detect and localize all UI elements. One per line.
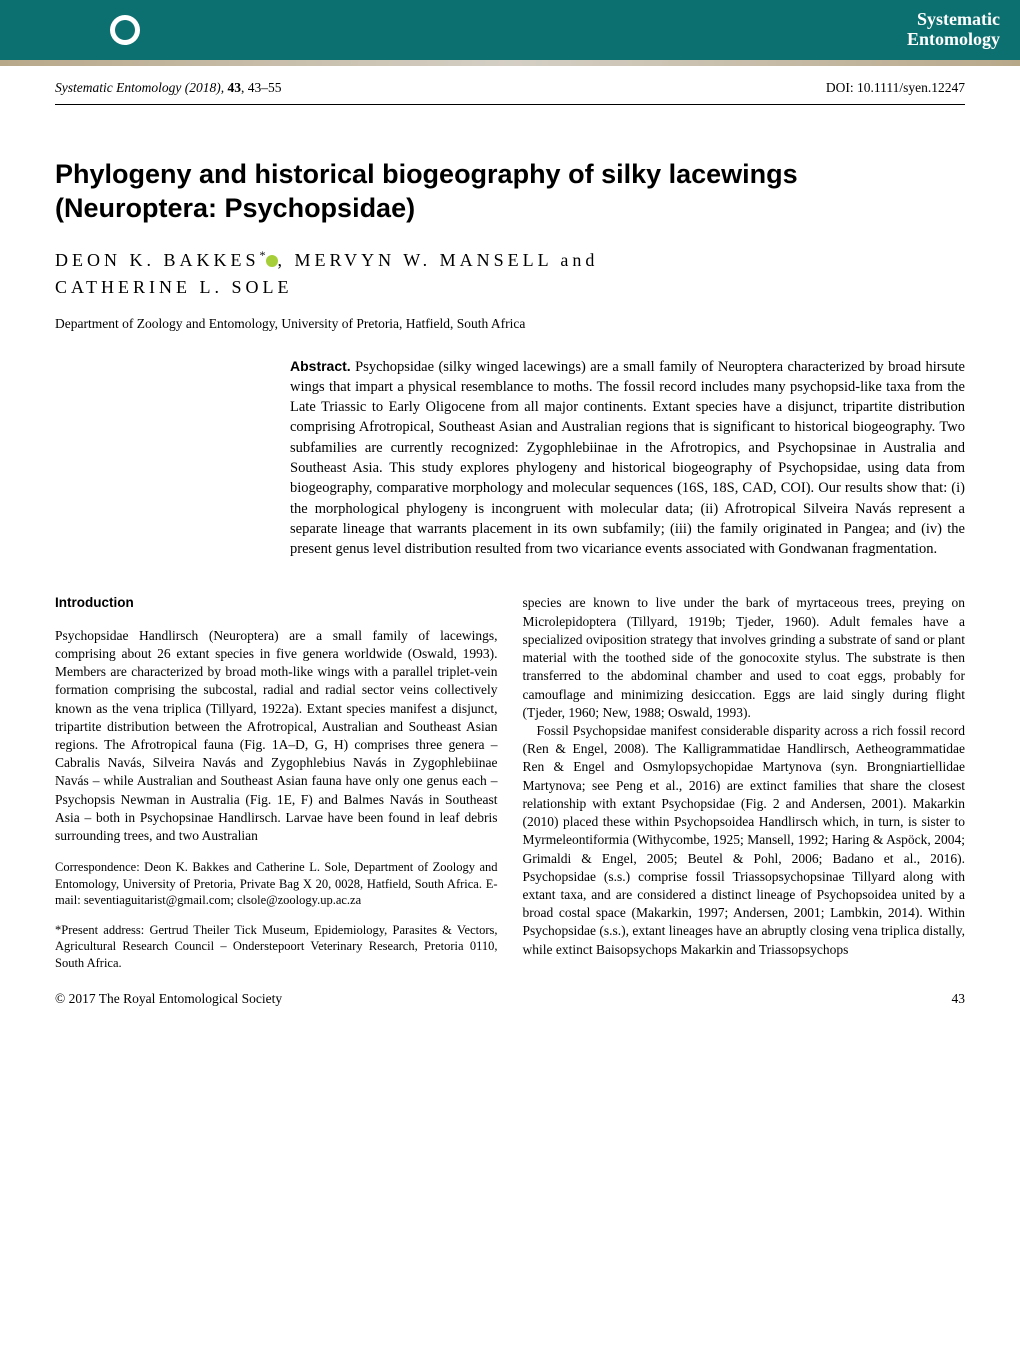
banner-journal-title: Systematic Entomology (907, 10, 1000, 50)
left-column: Introduction Psychopsidae Handlirsch (Ne… (55, 594, 498, 970)
doi: DOI: 10.1111/syen.12247 (826, 80, 965, 96)
introduction-heading: Introduction (55, 594, 498, 612)
citation-left: Systematic Entomology (2018), 43, 43–55 (55, 80, 281, 96)
journal-year: (2018), (185, 80, 224, 95)
page-footer: © 2017 The Royal Entomological Society 4… (0, 971, 1020, 1037)
intro-para-3: Fossil Psychopsidae manifest considerabl… (523, 722, 966, 959)
intro-para-2: species are known to live under the bark… (523, 594, 966, 722)
article-title: Phylogeny and historical biogeography of… (0, 113, 1020, 241)
banner-title-line1: Systematic (907, 10, 1000, 30)
abstract-text: Psychopsidae (silky winged lacewings) ar… (290, 359, 965, 558)
copyright: © 2017 The Royal Entomological Society (55, 991, 282, 1007)
journal-name: Systematic Entomology (55, 80, 181, 95)
banner-title-line2: Entomology (907, 30, 1000, 50)
intro-para-1: Psychopsidae Handlirsch (Neuroptera) are… (55, 627, 498, 846)
journal-volume: 43 (227, 80, 241, 95)
author-superscript: * (260, 248, 266, 262)
banner-gradient-bar (0, 60, 1020, 66)
author-1: DEON K. BAKKES (55, 250, 260, 270)
society-logo-icon (110, 15, 140, 45)
author-list: DEON K. BAKKES* , MERVYN W. MANSELL and C… (0, 241, 1020, 316)
page-number: 43 (952, 991, 966, 1007)
right-column: species are known to live under the bark… (523, 594, 966, 970)
affiliation: Department of Zoology and Entomology, Un… (0, 316, 1020, 357)
journal-pages: , 43–55 (241, 80, 282, 95)
abstract-label: Abstract. (290, 358, 351, 374)
abstract: Abstract. Psychopsidae (silky winged lac… (0, 357, 1020, 595)
header-divider (55, 104, 965, 105)
orcid-icon (266, 255, 278, 267)
correspondence-1: Correspondence: Deon K. Bakkes and Cathe… (55, 859, 498, 908)
author-2: , MERVYN W. MANSELL and (278, 250, 599, 270)
author-3: CATHERINE L. SOLE (55, 277, 293, 297)
body-columns: Introduction Psychopsidae Handlirsch (Ne… (0, 594, 1020, 970)
correspondence-2: *Present address: Gertrud Theiler Tick M… (55, 922, 498, 971)
journal-banner: Systematic Entomology (0, 0, 1020, 60)
